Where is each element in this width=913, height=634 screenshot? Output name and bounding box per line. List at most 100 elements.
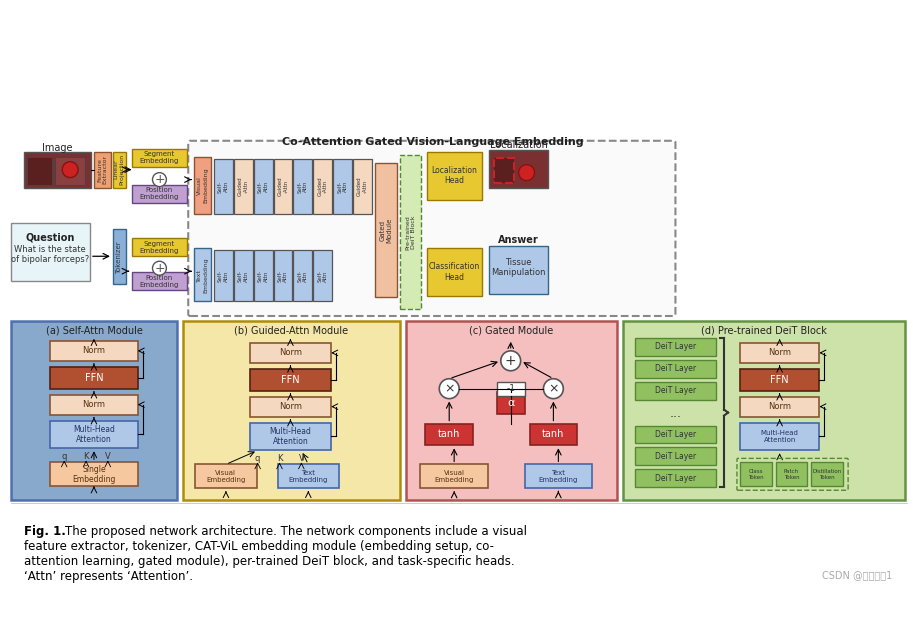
Bar bbox=[50, 420, 138, 448]
Bar bbox=[27, 157, 52, 184]
Text: (a) Self-Attn Module: (a) Self-Attn Module bbox=[46, 326, 142, 336]
Text: Guided
-Attn: Guided -Attn bbox=[238, 177, 248, 197]
Bar bbox=[94, 152, 110, 188]
Text: (d) Pre-trained DeiT Block: (d) Pre-trained DeiT Block bbox=[701, 326, 826, 336]
Text: Visual
Embedding: Visual Embedding bbox=[435, 470, 474, 483]
Circle shape bbox=[519, 165, 534, 181]
Circle shape bbox=[501, 351, 520, 371]
Text: Norm: Norm bbox=[768, 348, 792, 358]
Text: ‘Attn’ represents ‘Attention’.: ‘Attn’ represents ‘Attention’. bbox=[24, 570, 193, 583]
Text: Self-
Attn: Self- Attn bbox=[238, 270, 248, 282]
Text: FFN: FFN bbox=[281, 375, 299, 385]
Text: α: α bbox=[507, 398, 514, 408]
Text: feature extractor, tokenizer, CAT-ViL embedding module (embedding setup, co-: feature extractor, tokenizer, CAT-ViL em… bbox=[24, 540, 494, 553]
Bar bbox=[427, 152, 482, 200]
Text: Self-
Attn: Self- Attn bbox=[257, 181, 268, 193]
Text: tanh: tanh bbox=[542, 429, 564, 439]
Text: What is the state
of bipolar forceps?: What is the state of bipolar forceps? bbox=[11, 245, 89, 264]
Bar bbox=[113, 230, 126, 284]
Bar bbox=[11, 321, 177, 500]
Bar bbox=[525, 464, 593, 488]
Bar bbox=[635, 469, 716, 488]
Text: q: q bbox=[255, 454, 260, 463]
Bar bbox=[50, 394, 138, 415]
Bar bbox=[274, 250, 292, 301]
Bar bbox=[488, 150, 549, 188]
Bar bbox=[488, 247, 549, 294]
Text: Self-
Attn: Self- Attn bbox=[298, 270, 309, 282]
Text: Class
Token: Class Token bbox=[748, 469, 763, 480]
Text: +: + bbox=[505, 354, 517, 368]
Circle shape bbox=[152, 172, 166, 186]
Text: Segment
Embedding: Segment Embedding bbox=[140, 241, 179, 254]
Text: Text
Embedding: Text Embedding bbox=[197, 257, 208, 293]
Text: attention learning, gated module), per-trained DeiT block, and task-specific hea: attention learning, gated module), per-t… bbox=[24, 555, 514, 568]
Text: DeiT Layer: DeiT Layer bbox=[655, 386, 696, 395]
Bar bbox=[635, 425, 716, 443]
Text: Guided
-Attn: Guided -Attn bbox=[357, 177, 368, 197]
Bar bbox=[194, 157, 211, 214]
Bar bbox=[494, 158, 514, 183]
Bar bbox=[56, 157, 85, 184]
Bar bbox=[740, 422, 819, 450]
Bar bbox=[195, 464, 257, 488]
Bar bbox=[50, 462, 138, 486]
Bar bbox=[313, 158, 332, 214]
Text: Guided
-Attn: Guided -Attn bbox=[278, 177, 289, 197]
Text: Self-
Attn: Self- Attn bbox=[218, 270, 229, 282]
Text: (c) Gated Module: (c) Gated Module bbox=[469, 326, 553, 336]
Text: Linear
Projection: Linear Projection bbox=[114, 154, 125, 185]
Text: DeiT Layer: DeiT Layer bbox=[655, 430, 696, 439]
Bar bbox=[427, 249, 482, 296]
Text: Localization: Localization bbox=[489, 139, 548, 150]
Text: FFN: FFN bbox=[85, 373, 103, 383]
Bar bbox=[234, 250, 253, 301]
Text: Distillation
Token: Distillation Token bbox=[813, 469, 842, 480]
Bar bbox=[425, 424, 473, 446]
Text: V: V bbox=[299, 454, 304, 463]
Text: Norm: Norm bbox=[279, 402, 302, 411]
Bar bbox=[293, 158, 312, 214]
Text: Classification
Head: Classification Head bbox=[428, 262, 480, 282]
Bar bbox=[113, 152, 126, 188]
Text: ×: × bbox=[444, 382, 455, 395]
Text: CSDN @小杨小杨1: CSDN @小杨小杨1 bbox=[822, 570, 892, 580]
Text: Segment
Embedding: Segment Embedding bbox=[140, 151, 179, 164]
Text: FFN: FFN bbox=[771, 375, 789, 385]
Circle shape bbox=[152, 261, 166, 275]
Text: Question: Question bbox=[26, 232, 75, 242]
Text: Position
Embedding: Position Embedding bbox=[140, 275, 179, 288]
Text: Self-
Attn: Self- Attn bbox=[257, 270, 268, 282]
Bar bbox=[635, 382, 716, 399]
Circle shape bbox=[543, 378, 563, 399]
Bar bbox=[131, 272, 187, 290]
Bar bbox=[635, 448, 716, 465]
Bar bbox=[812, 462, 843, 486]
Bar bbox=[635, 360, 716, 378]
Text: Fig. 1.: Fig. 1. bbox=[24, 525, 66, 538]
Bar bbox=[254, 250, 273, 301]
Text: V: V bbox=[105, 452, 110, 461]
Text: Guided
-Attn: Guided -Attn bbox=[318, 177, 328, 197]
Bar bbox=[313, 250, 332, 301]
Text: Feature
Extractor: Feature Extractor bbox=[97, 155, 108, 184]
Bar bbox=[194, 249, 211, 301]
FancyBboxPatch shape bbox=[188, 141, 676, 316]
Bar bbox=[50, 341, 138, 361]
Bar bbox=[250, 422, 331, 450]
Text: Text
Embedding: Text Embedding bbox=[539, 470, 578, 483]
Bar bbox=[214, 158, 233, 214]
Bar bbox=[214, 250, 233, 301]
Bar bbox=[740, 397, 819, 417]
Bar bbox=[400, 155, 422, 309]
Bar bbox=[250, 397, 331, 417]
Text: Localization
Head: Localization Head bbox=[431, 166, 477, 185]
Bar bbox=[293, 250, 312, 301]
Bar bbox=[740, 462, 771, 486]
Text: Norm: Norm bbox=[82, 400, 106, 409]
Text: Pre-trained
DeiT Block: Pre-trained DeiT Block bbox=[405, 215, 416, 250]
Text: (b) Guided-Attn Module: (b) Guided-Attn Module bbox=[235, 326, 349, 336]
Text: Image: Image bbox=[42, 143, 72, 153]
Text: Self-
Attn: Self- Attn bbox=[298, 181, 309, 193]
Bar bbox=[497, 392, 525, 413]
